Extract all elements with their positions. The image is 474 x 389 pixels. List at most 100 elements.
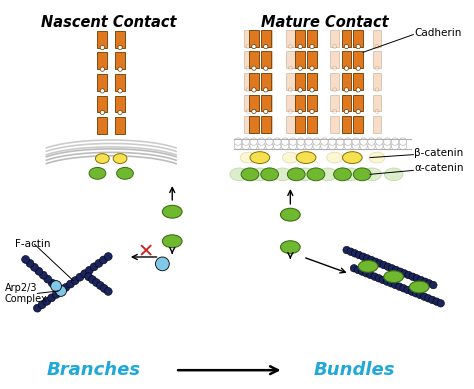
- Circle shape: [252, 44, 256, 49]
- Circle shape: [76, 273, 84, 281]
- Bar: [307, 95, 317, 112]
- Bar: [263, 116, 272, 133]
- Circle shape: [71, 277, 79, 284]
- Bar: [249, 73, 259, 90]
- Circle shape: [89, 276, 96, 284]
- Circle shape: [392, 266, 400, 274]
- Bar: [261, 116, 271, 133]
- Bar: [115, 52, 125, 69]
- Circle shape: [380, 261, 388, 269]
- Circle shape: [47, 294, 55, 302]
- Circle shape: [35, 267, 43, 275]
- Bar: [249, 116, 259, 133]
- Circle shape: [421, 278, 429, 286]
- Circle shape: [343, 246, 350, 254]
- Circle shape: [250, 138, 257, 145]
- Bar: [330, 51, 339, 68]
- Bar: [98, 31, 107, 47]
- Circle shape: [104, 252, 112, 261]
- Circle shape: [311, 45, 315, 49]
- Circle shape: [383, 278, 391, 286]
- Circle shape: [155, 257, 169, 271]
- Circle shape: [246, 88, 250, 92]
- Circle shape: [392, 142, 399, 150]
- Ellipse shape: [241, 168, 259, 181]
- Circle shape: [118, 46, 122, 50]
- Ellipse shape: [334, 168, 351, 181]
- Circle shape: [310, 44, 314, 49]
- Bar: [249, 95, 259, 112]
- Circle shape: [416, 291, 424, 299]
- Circle shape: [85, 266, 93, 274]
- Ellipse shape: [319, 168, 337, 181]
- Circle shape: [298, 44, 302, 49]
- Ellipse shape: [307, 168, 325, 181]
- Ellipse shape: [95, 154, 109, 163]
- Circle shape: [52, 291, 60, 298]
- Ellipse shape: [384, 168, 403, 181]
- Circle shape: [62, 284, 70, 291]
- Circle shape: [375, 275, 383, 282]
- Bar: [353, 51, 362, 68]
- Circle shape: [376, 259, 383, 267]
- Ellipse shape: [89, 167, 106, 179]
- Circle shape: [100, 256, 108, 264]
- Circle shape: [363, 270, 370, 277]
- Circle shape: [289, 142, 297, 150]
- Bar: [373, 30, 382, 47]
- Circle shape: [344, 88, 348, 92]
- Bar: [286, 116, 295, 133]
- Circle shape: [344, 142, 352, 150]
- Circle shape: [100, 67, 105, 71]
- Bar: [295, 116, 305, 133]
- Bar: [261, 30, 271, 47]
- Circle shape: [375, 142, 383, 150]
- Text: α-catenin: α-catenin: [414, 163, 464, 173]
- Text: ✕: ✕: [137, 243, 154, 261]
- Circle shape: [351, 250, 359, 257]
- Bar: [263, 95, 272, 112]
- Circle shape: [246, 45, 250, 49]
- Circle shape: [48, 279, 56, 287]
- Circle shape: [242, 142, 250, 150]
- Circle shape: [356, 110, 359, 114]
- Ellipse shape: [343, 152, 362, 163]
- Circle shape: [356, 66, 360, 70]
- Circle shape: [401, 270, 408, 277]
- Bar: [295, 51, 305, 68]
- Circle shape: [66, 280, 74, 288]
- Bar: [307, 73, 317, 90]
- Circle shape: [368, 138, 375, 145]
- Bar: [286, 51, 295, 68]
- Bar: [261, 73, 271, 90]
- Circle shape: [379, 276, 387, 284]
- Circle shape: [265, 138, 273, 145]
- Text: Bundles: Bundles: [313, 361, 395, 379]
- Ellipse shape: [369, 152, 385, 163]
- Circle shape: [367, 271, 374, 279]
- Circle shape: [328, 142, 336, 150]
- Ellipse shape: [250, 168, 269, 181]
- Circle shape: [358, 268, 366, 275]
- Bar: [309, 116, 318, 133]
- Circle shape: [246, 110, 250, 114]
- Circle shape: [337, 138, 344, 145]
- Circle shape: [356, 251, 363, 259]
- Ellipse shape: [283, 152, 298, 163]
- Circle shape: [100, 89, 105, 93]
- Circle shape: [297, 142, 304, 150]
- Circle shape: [311, 88, 315, 92]
- Circle shape: [428, 296, 436, 304]
- Bar: [98, 52, 107, 69]
- Circle shape: [90, 263, 98, 271]
- Circle shape: [234, 138, 242, 145]
- Circle shape: [310, 88, 314, 92]
- Circle shape: [118, 67, 122, 71]
- Bar: [353, 73, 362, 90]
- Bar: [309, 95, 318, 112]
- Circle shape: [305, 142, 312, 150]
- Circle shape: [288, 110, 292, 114]
- Ellipse shape: [363, 168, 382, 181]
- Circle shape: [264, 109, 268, 114]
- Circle shape: [409, 273, 417, 280]
